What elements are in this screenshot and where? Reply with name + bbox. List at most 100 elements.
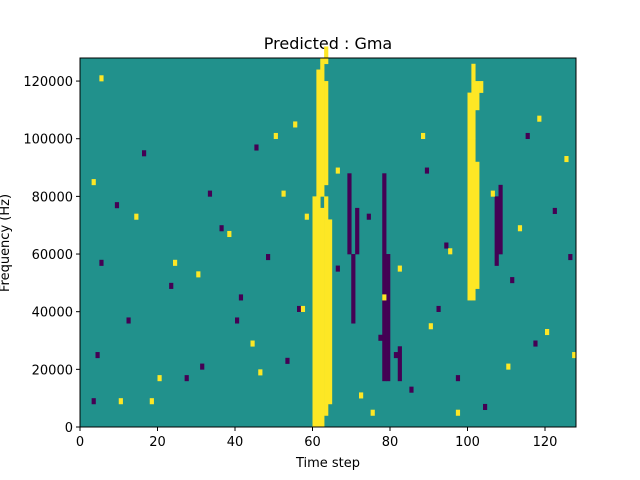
heatmap-cell-high [448, 248, 453, 255]
heatmap-cell-low [207, 190, 213, 197]
y-axis-title: Frequency (Hz) [0, 194, 13, 292]
heatmap-cell-high [118, 398, 123, 405]
heatmap-cell-low [200, 363, 205, 370]
heatmap-cell-high [281, 190, 286, 197]
heatmap-cell-low [409, 386, 414, 393]
heatmap-cell-high [382, 294, 387, 301]
heatmap-cell-low [335, 265, 340, 272]
heatmap-cell-high [99, 75, 104, 82]
heatmap-cell-low [510, 277, 515, 284]
heatmap-cell-high [359, 392, 364, 399]
heatmap-cell-high [537, 115, 542, 122]
y-tick-label: 120000 [23, 75, 73, 90]
heatmap-run-high [320, 58, 325, 70]
y-tick-label: 100000 [23, 133, 73, 148]
heatmap-run-high [471, 138, 476, 301]
heatmap-cell-high [370, 409, 375, 416]
y-tick-label: 40000 [32, 306, 73, 321]
heatmap-cell-low [285, 357, 290, 364]
y-tick-label: 20000 [32, 363, 73, 378]
heatmap-run-low [382, 173, 387, 382]
heatmap-cell-low [266, 254, 271, 261]
x-tick-label: 100 [455, 435, 480, 450]
x-tick-label: 120 [533, 435, 558, 450]
heatmap-cell-low [483, 403, 488, 411]
heatmap-cell-low [219, 225, 224, 232]
heatmap-cell-low [393, 352, 399, 359]
heatmap-cell-low [444, 242, 449, 249]
heatmap-cell-high [506, 363, 511, 370]
heatmap-cell-high [273, 132, 278, 140]
heatmap-cell-low [235, 317, 240, 324]
heatmap-run-high [316, 69, 321, 197]
heatmap-cell-high [300, 305, 306, 312]
heatmap-run-high [320, 69, 325, 197]
x-tick-label: 80 [382, 435, 399, 450]
heatmap-cell-high [428, 323, 433, 330]
heatmap-cell-high [490, 190, 495, 197]
heatmap-run-high [320, 207, 325, 428]
heatmap-run-high [475, 161, 480, 289]
heatmap-cell-high [545, 328, 550, 336]
heatmap-cell-high [227, 230, 232, 238]
heatmap-cell-high [335, 167, 340, 174]
heatmap-cell-low [169, 282, 174, 289]
heatmap-run-low [347, 173, 352, 255]
heatmap-cell-low [184, 375, 189, 382]
heatmap-run-high [467, 92, 472, 140]
heatmap-cell-high [157, 375, 162, 382]
heatmap-run-high [328, 219, 333, 405]
heatmap-run-high [324, 196, 329, 416]
heatmap-run-low [494, 196, 499, 266]
x-tick-label: 20 [149, 435, 166, 450]
heatmap-cell-low [424, 167, 430, 174]
heatmap-cell-low [455, 375, 461, 382]
heatmap-cell-high [258, 369, 263, 376]
heatmap-cell-high [572, 352, 577, 359]
heatmap-cell-high [455, 409, 461, 416]
heatmap-cell-high [397, 265, 402, 272]
heatmap-cell-low [254, 144, 259, 151]
heatmap-run-high [467, 138, 472, 301]
x-tick-label: 40 [227, 435, 244, 450]
heatmap-run-low [386, 254, 391, 382]
heatmap-cell-high [421, 132, 426, 140]
y-tick-label: 60000 [32, 248, 73, 263]
heatmap-run-high [479, 81, 484, 93]
heatmap-plot-area [80, 46, 577, 428]
heatmap-cell-high [304, 213, 309, 220]
heatmap-run-high [471, 81, 476, 140]
heatmap-cell-low [533, 340, 538, 347]
heatmap-run-high [475, 81, 480, 111]
heatmap-run-high [324, 46, 329, 65]
heatmap-cell-low [525, 132, 530, 140]
plot-frame [79, 57, 577, 428]
heatmap-run-high [324, 81, 329, 186]
heatmap-run-high [312, 196, 317, 428]
heatmap-run-high [316, 196, 321, 428]
y-axis: 0 20000 40000 60000 80000 100000 120000 [23, 75, 80, 436]
heatmap-run-low [351, 254, 356, 324]
heatmap-cell-low [436, 305, 441, 312]
x-axis: 0 20 40 60 80 100 120 [76, 427, 558, 450]
heatmap-cell-high [149, 398, 154, 405]
heatmap-cell-low [126, 317, 131, 324]
heatmap-cell-low [95, 352, 100, 359]
heatmap-cell-low [568, 254, 573, 261]
heatmap-cell-low [142, 150, 147, 157]
heatmap-run-high [471, 63, 476, 82]
y-tick-label: 0 [65, 421, 73, 436]
heatmap-cell-high [250, 340, 255, 347]
heatmap-cell-low [91, 398, 96, 405]
heatmap-cell-low [99, 259, 104, 266]
heatmap-cell-high [293, 121, 298, 128]
heatmap-cell-low [238, 294, 244, 301]
heatmap-cell-high [517, 225, 523, 232]
heatmap-cell-high [196, 271, 201, 278]
heatmap-cell-low [366, 213, 371, 220]
x-tick-label: 0 [76, 435, 84, 450]
heatmap-cell-low [297, 305, 302, 312]
heatmap-cell-high [173, 259, 178, 266]
heatmap-cell-low [378, 334, 383, 341]
